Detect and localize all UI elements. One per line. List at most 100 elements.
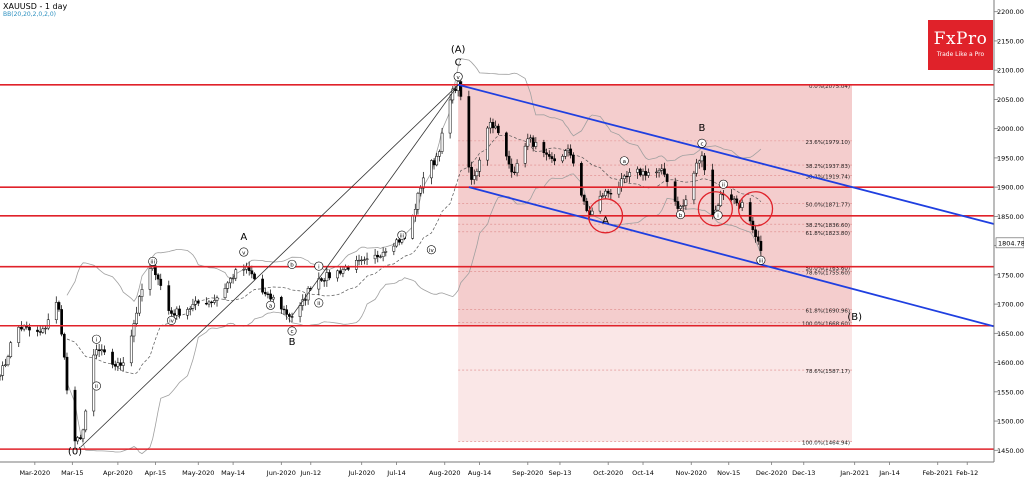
candle-body [440, 132, 444, 152]
candle-body [467, 96, 471, 168]
candle-body [253, 273, 256, 280]
x-tick-label: Jan-2021 [839, 469, 869, 477]
candle-body [716, 205, 720, 211]
candle-body [432, 160, 436, 166]
wave-marker-circle [426, 245, 436, 255]
candle-body [719, 193, 723, 206]
candle-body [226, 282, 230, 289]
candle-body [119, 362, 122, 366]
candle-body [191, 304, 195, 309]
wave-marker-circle [397, 230, 407, 240]
x-tick-label: Mar-15 [61, 469, 83, 477]
x-tick-label: Jul-14 [386, 469, 405, 477]
candle-body [212, 300, 216, 303]
candle-body [529, 137, 532, 140]
candle-body [132, 323, 136, 337]
candle-body [103, 349, 106, 353]
candle-body [178, 308, 181, 316]
candle-body [700, 155, 704, 162]
fib-level-label: 23.6%(1979.10) [805, 140, 850, 146]
wave-marker-circle [166, 315, 176, 325]
wave-marker-circle [287, 326, 297, 336]
x-tick-label: Nov-15 [717, 469, 740, 477]
wave-marker-circle [676, 210, 686, 220]
fib-zone-lower [458, 325, 852, 442]
candle-body [735, 198, 739, 204]
x-tick-label: Sep-2020 [512, 469, 543, 477]
candle-body [194, 300, 197, 305]
candle-body [553, 158, 556, 162]
candle-body [170, 310, 173, 314]
wave-marker-label: ii [722, 182, 726, 188]
candle-body [44, 327, 47, 330]
candle-body [601, 195, 605, 197]
wave-marker-label: a [623, 159, 626, 165]
candle-body [204, 303, 208, 305]
candle-body [542, 142, 546, 153]
candle-body [641, 171, 645, 176]
candle-body [703, 155, 706, 171]
wave-marker-circle [239, 247, 249, 257]
candle-body [269, 293, 272, 300]
y-tick-label: 1550.00 [997, 388, 1024, 396]
logo-tagline: Trade Like a Pro [936, 51, 985, 58]
wave-marker-circle [756, 255, 766, 265]
wave-marker-label: c [291, 329, 294, 335]
candle-body [515, 163, 519, 174]
y-tick-label: 1900.00 [997, 184, 1024, 192]
candle-body [563, 150, 567, 157]
wave-marker-circle [314, 298, 324, 308]
x-tick-label: Mar-2020 [19, 469, 50, 477]
candle-body [167, 285, 171, 311]
candle-body [373, 254, 377, 260]
candle-body [306, 288, 310, 301]
x-tick-label: May-14 [221, 469, 245, 477]
candle-body [341, 269, 345, 274]
candle-body [156, 274, 160, 280]
wave-marker-circle [91, 334, 101, 344]
candle-body [304, 299, 307, 301]
candle-body [6, 356, 10, 366]
candle-body [697, 160, 701, 164]
candle-body [62, 333, 66, 358]
candle-body [397, 239, 401, 243]
wave-label: A [240, 232, 247, 243]
candle-body [0, 375, 2, 377]
x-tick-label: Nov-2020 [676, 469, 707, 477]
candle-body [416, 192, 420, 210]
candle-body [320, 278, 323, 281]
candle-body [263, 291, 267, 295]
wave-marker-circle [713, 210, 723, 220]
candle-body [448, 99, 452, 134]
candle-body [60, 309, 63, 335]
fxpro-logo: FxPro Trade Like a Pro [928, 20, 993, 70]
fib-level-label: 38.2%(1937.83) [805, 164, 850, 170]
fib-level-label: 50.0%(1871.77) [805, 203, 850, 209]
x-tick-label: Aug-14 [468, 469, 491, 477]
candle-body [695, 162, 698, 174]
candle-body [363, 259, 366, 261]
fib-level-label: 78.6%(1587.17) [805, 369, 850, 375]
wave-label: A [602, 215, 609, 226]
highlight-circle [587, 198, 624, 234]
wave-marker-label: iv [169, 319, 175, 325]
candle-body [384, 251, 388, 253]
candle-body [620, 178, 623, 188]
wave-label: (B) [847, 312, 862, 323]
candle-body [298, 305, 302, 317]
y-tick-label: 2100.00 [997, 67, 1024, 75]
wave-marker-label: ii [317, 301, 321, 307]
y-tick-label: 1450.00 [997, 447, 1024, 455]
wave-marker-label: b [290, 263, 294, 269]
candle-body [81, 429, 85, 440]
wave-marker-circle [697, 138, 707, 148]
candle-body [376, 254, 380, 258]
wave-marker-label: v [457, 75, 461, 81]
fib-level-label: 61.8%(1690.96) [805, 308, 850, 314]
candle-body [609, 193, 613, 195]
candle-body [496, 125, 500, 134]
fib-level-label: 61.8%(1823.80) [805, 231, 850, 237]
candle-body [271, 296, 275, 300]
indicator-label: BB(20,20,2,0,2,0) [3, 11, 56, 18]
